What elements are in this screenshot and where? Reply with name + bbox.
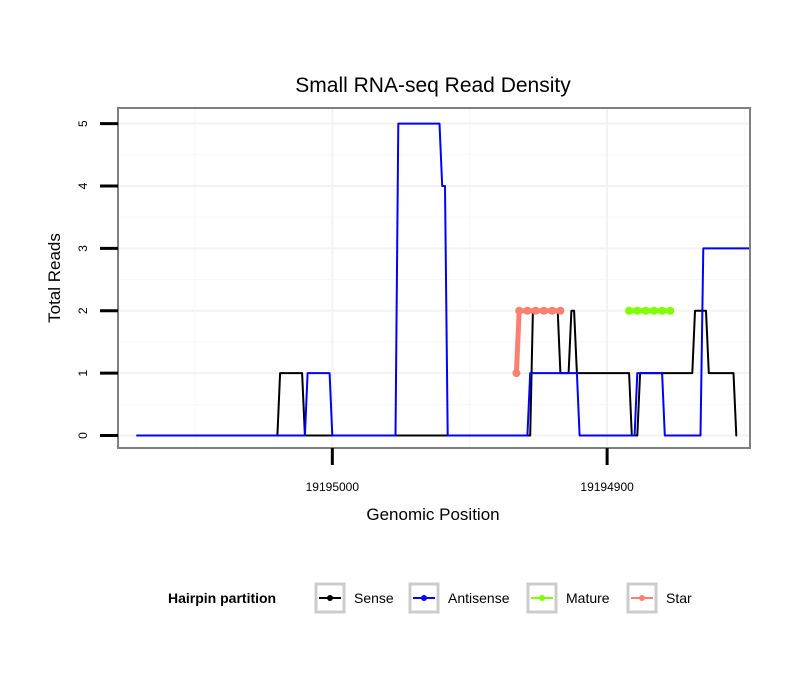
x-axis: 19195000 19194900 bbox=[306, 448, 634, 494]
series-layer bbox=[136, 122, 751, 437]
y-tick-label: 3 bbox=[76, 245, 90, 252]
x-tick-label: 19194900 bbox=[580, 480, 634, 494]
legend-entry-sense: Sense bbox=[314, 582, 394, 614]
data-point-mature bbox=[633, 306, 642, 315]
data-point-star bbox=[515, 306, 524, 315]
legend-entry-star: Star bbox=[626, 582, 692, 614]
plot-panel-border bbox=[117, 107, 751, 449]
data-point-star bbox=[539, 306, 548, 315]
data-point-star bbox=[531, 306, 540, 315]
legend-label-mature: Mature bbox=[566, 590, 610, 606]
data-point-star bbox=[512, 369, 521, 378]
legend-label-antisense: Antisense bbox=[448, 590, 510, 606]
data-point-star bbox=[556, 306, 565, 315]
chart-title: Small RNA-seq Read Density bbox=[295, 74, 571, 97]
x-axis-label: Genomic Position bbox=[366, 505, 499, 524]
legend-key-point-mature bbox=[539, 595, 545, 601]
series-line-antisense bbox=[136, 122, 751, 437]
y-tick-label: 0 bbox=[76, 432, 90, 439]
series-line-sense bbox=[136, 309, 738, 437]
grid bbox=[118, 108, 750, 448]
legend-entry-mature: Mature bbox=[526, 582, 610, 614]
data-point-mature bbox=[666, 306, 675, 315]
legend-entry-antisense: Antisense bbox=[408, 582, 510, 614]
y-axis-label: Total Reads bbox=[45, 233, 64, 323]
y-tick-label: 1 bbox=[76, 369, 90, 376]
y-tick-label: 2 bbox=[76, 307, 90, 314]
data-point-mature bbox=[658, 306, 667, 315]
y-tick-label: 4 bbox=[76, 182, 90, 189]
legend-title: Hairpin partition bbox=[168, 590, 276, 606]
legend-key-point-antisense bbox=[421, 595, 427, 601]
y-axis: 0 1 2 3 4 5 bbox=[76, 120, 118, 439]
legend-key-point-sense bbox=[327, 595, 333, 601]
legend: Hairpin partition Sense Antisense Mature St… bbox=[168, 582, 692, 614]
data-point-star bbox=[548, 306, 557, 315]
data-point-star bbox=[523, 306, 532, 315]
data-point-mature bbox=[649, 306, 658, 315]
y-tick-label: 5 bbox=[76, 120, 90, 127]
legend-label-star: Star bbox=[666, 590, 692, 606]
data-point-mature bbox=[641, 306, 650, 315]
data-point-mature bbox=[625, 306, 634, 315]
legend-label-sense: Sense bbox=[354, 590, 394, 606]
legend-key-point-star bbox=[639, 595, 645, 601]
x-tick-label: 19195000 bbox=[306, 480, 360, 494]
